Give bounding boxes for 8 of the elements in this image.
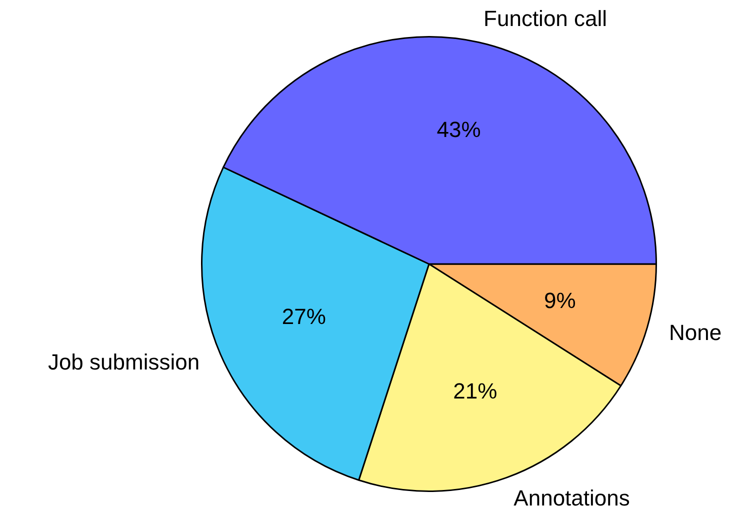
data-label: 43% — [436, 116, 481, 142]
slice-label: Job submission — [48, 349, 200, 374]
slice-label: Function call — [484, 6, 608, 32]
data-label: 9% — [544, 288, 576, 314]
data-label: 27% — [282, 304, 326, 330]
slice-label: Annotations — [514, 485, 630, 510]
slice-label: None — [669, 320, 722, 345]
data-label: 21% — [453, 378, 498, 404]
